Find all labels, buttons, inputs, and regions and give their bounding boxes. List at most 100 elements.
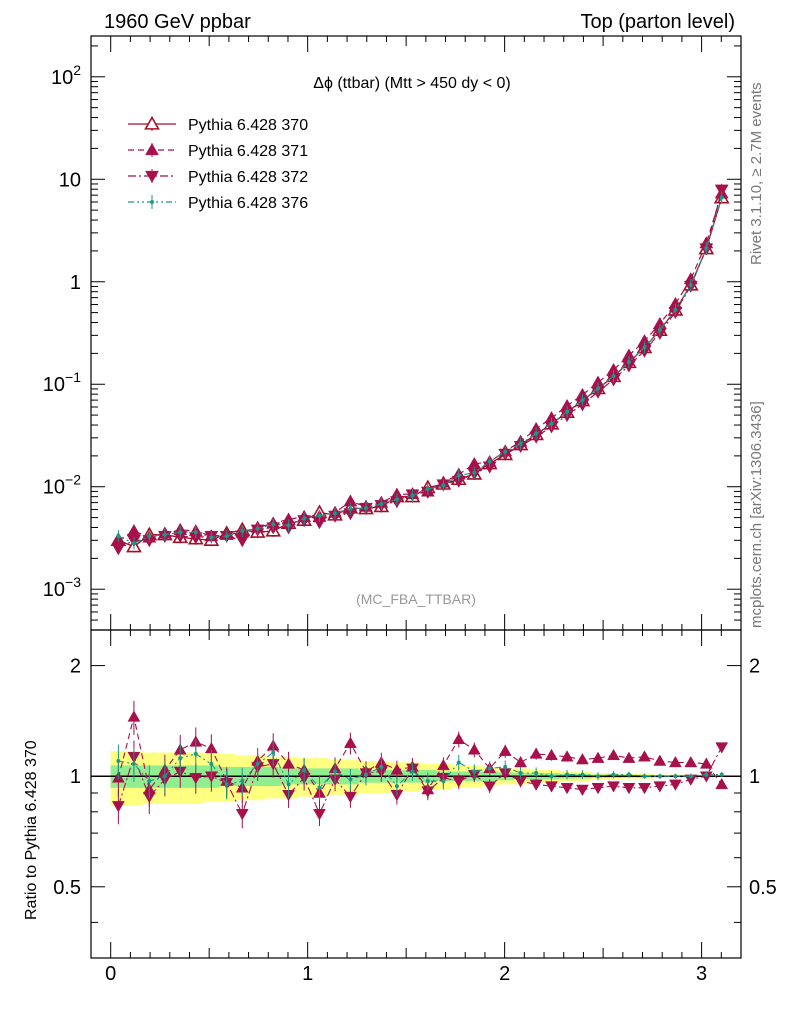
ratio-point-2: [255, 761, 260, 766]
ratio-point-0: [591, 751, 605, 763]
series-point-3: [131, 541, 136, 546]
ratio-point-0: [607, 748, 620, 761]
ratio-point-0: [715, 777, 729, 790]
ratio-point-2: [657, 774, 662, 779]
main-ytick-label: 10−1: [43, 369, 81, 396]
ratio-ytick-label: 1: [70, 766, 81, 788]
ratio-point-1: [576, 784, 589, 797]
ratio-point-2: [209, 761, 214, 766]
series-point-3: [286, 523, 291, 528]
ratio-point-2: [565, 772, 570, 777]
ratio-point-2: [534, 771, 539, 776]
series-point-2: [111, 543, 126, 556]
ratio-point-1: [638, 783, 651, 795]
series-point-3: [255, 526, 260, 531]
series-line-0: [118, 197, 723, 548]
ratio-line-2: [118, 751, 722, 789]
series-point-3: [503, 449, 508, 454]
ratio-point-0: [545, 748, 558, 761]
series-point-3: [487, 459, 492, 464]
ratio-point-2: [286, 782, 291, 787]
ratio-point-1: [560, 783, 574, 795]
series-point-3: [441, 483, 446, 488]
series-line-3: [118, 197, 723, 545]
ratio-point-2: [116, 758, 121, 763]
ratio-point-1: [313, 809, 326, 821]
ratio-point-2: [611, 772, 616, 777]
ratio-point-0: [699, 757, 713, 769]
ratio-point-2: [302, 767, 307, 772]
ratio-point-1: [111, 801, 125, 813]
ratio-point-2: [503, 764, 508, 769]
ratio-line-0: [117, 716, 723, 795]
series-point-3: [704, 246, 709, 251]
ratio-point-2: [317, 785, 322, 790]
ratio-ytick-label-right: 1: [749, 766, 760, 788]
series-point-3: [534, 431, 539, 436]
series-point-3: [410, 493, 415, 498]
series-point-3: [240, 528, 245, 533]
series-point-3: [596, 386, 600, 391]
ratio-ytick-label-right: 0.5: [749, 877, 777, 899]
ratio-point-2: [162, 774, 167, 779]
series-point-3: [518, 441, 523, 446]
ratio-point-2: [333, 769, 338, 774]
series-point-2: [235, 535, 250, 548]
series-point-3: [302, 516, 307, 521]
ratio-point-1: [452, 776, 466, 788]
series-point-3: [688, 282, 693, 287]
rivet-label: Rivet 3.1.10, ≥ 2.7M events: [748, 83, 765, 266]
ratio-point-2: [394, 784, 399, 789]
ratio-ytick-label-right: 2: [749, 656, 760, 678]
ratio-point-1: [483, 781, 497, 793]
legend-label-2: Pythia 6.428 372: [188, 169, 308, 186]
main-ytick-label: 1: [70, 272, 81, 294]
ratio-point-2: [642, 774, 647, 779]
ratio-point-0: [390, 763, 404, 775]
series-point-3: [224, 534, 229, 539]
series-point-3: [673, 308, 678, 313]
ratio-point-1: [622, 783, 636, 795]
main-panel: Δϕ (ttbar) (Mtt > 450 dy < 0) (MC_FBA_TT…: [43, 35, 742, 631]
ratio-point-0: [668, 755, 682, 768]
ratio-point-2: [596, 774, 600, 779]
legend-marker-1: [145, 142, 159, 156]
ratio-point-0: [684, 755, 698, 768]
main-ytick-label: 10−2: [43, 472, 81, 499]
plot-title: Δϕ (ttbar) (Mtt > 450 dy < 0): [313, 75, 511, 92]
ratio-frame: [90, 629, 742, 959]
ratio-point-0: [529, 747, 543, 759]
ratio-point-2: [147, 779, 152, 784]
ratio-point-2: [673, 774, 678, 779]
series-point-3: [162, 532, 167, 537]
ratio-point-1: [591, 783, 605, 795]
main-ytick-label: 102: [51, 62, 81, 89]
ratio-point-0: [653, 754, 667, 766]
ratio-point-0: [498, 744, 512, 756]
series-point-3: [348, 506, 353, 511]
ratio-point-2: [240, 779, 245, 784]
ratio-ytick-label: 0.5: [53, 877, 81, 899]
series-point-3: [379, 501, 384, 506]
ratio-point-2: [549, 774, 554, 779]
ratio-point-0: [127, 710, 141, 722]
ratio-point-0: [638, 750, 651, 762]
legend-label-3: Pythia 6.428 376: [188, 195, 308, 212]
ratio-point-2: [704, 772, 709, 777]
series-point-3: [565, 409, 570, 414]
ratio-panel: 0.5 0.5 1 1 2 2 0 1 2 3 Ratio to Pythia 6.428 370: [23, 629, 777, 985]
series-point-3: [178, 530, 183, 535]
ratio-point-2: [472, 769, 477, 774]
series-point-3: [147, 534, 152, 539]
ratio-point-0: [622, 751, 636, 763]
ratio-point-1: [668, 779, 682, 791]
ratio-ytick-label: 2: [70, 656, 81, 678]
ratio-xtick-label: 0: [105, 963, 116, 985]
ratio-point-2: [456, 760, 461, 765]
series-point-3: [116, 534, 121, 539]
ratio-point-2: [518, 771, 523, 776]
series-point-3: [193, 530, 198, 535]
ratio-xtick-label: 2: [499, 963, 510, 985]
ratio-point-0: [560, 750, 574, 762]
